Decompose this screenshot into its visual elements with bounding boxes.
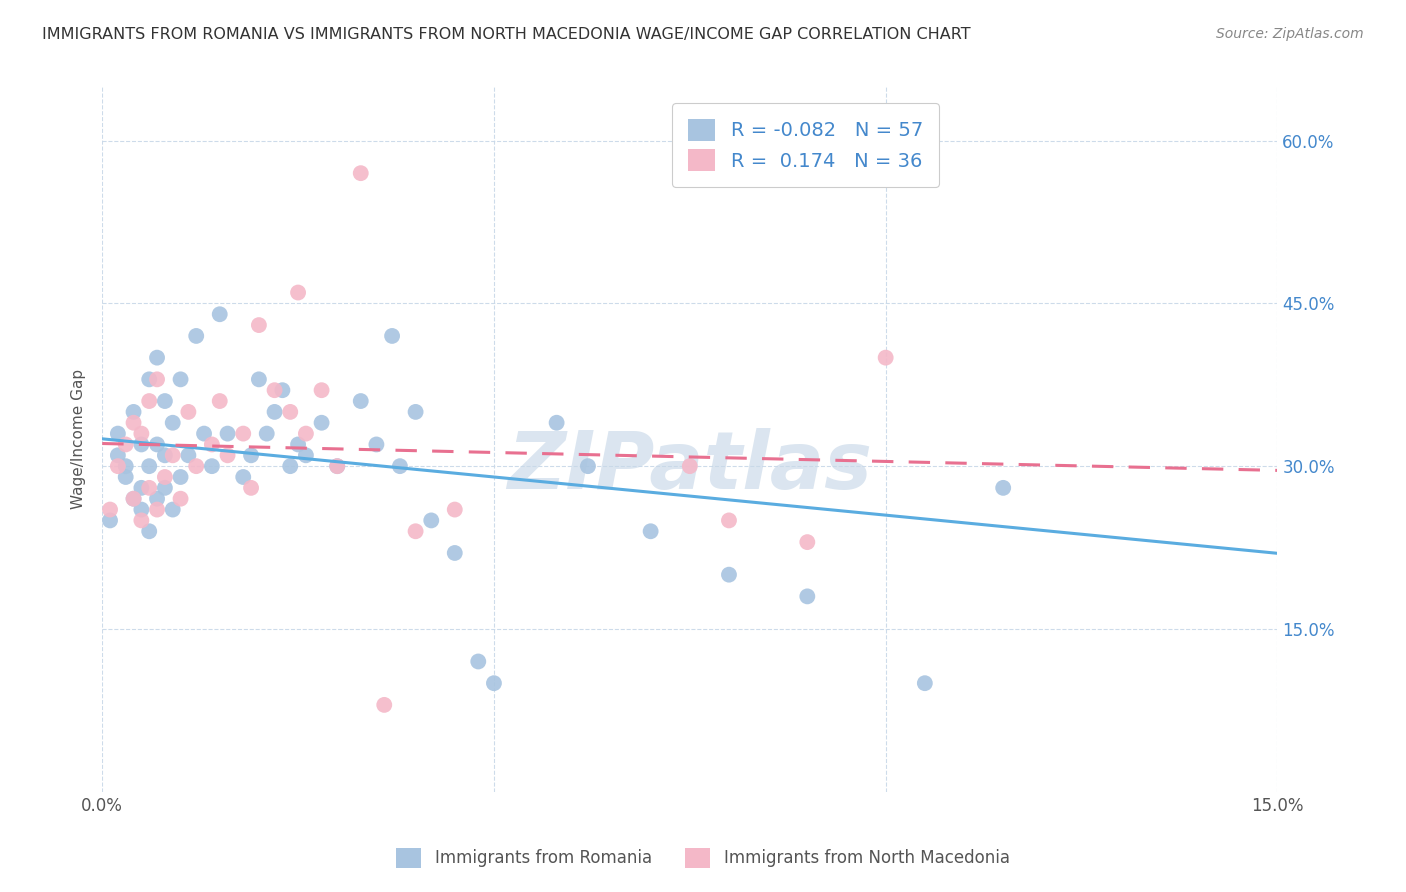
Point bbox=[107, 426, 129, 441]
Point bbox=[162, 502, 184, 516]
Point bbox=[295, 426, 318, 441]
Point bbox=[287, 285, 309, 300]
Point bbox=[153, 394, 176, 409]
Point bbox=[153, 481, 176, 495]
Point bbox=[576, 459, 599, 474]
Point bbox=[311, 416, 333, 430]
Point bbox=[366, 437, 388, 451]
Point bbox=[247, 372, 270, 386]
Point bbox=[146, 491, 169, 506]
Point bbox=[169, 491, 191, 506]
Point bbox=[146, 372, 169, 386]
Point bbox=[122, 491, 145, 506]
Point bbox=[217, 426, 239, 441]
Point bbox=[679, 459, 702, 474]
Point bbox=[405, 405, 427, 419]
Point bbox=[153, 448, 176, 462]
Point bbox=[256, 426, 278, 441]
Point bbox=[796, 590, 818, 604]
Point bbox=[131, 513, 153, 527]
Legend: R = -0.082   N = 57, R =  0.174   N = 36: R = -0.082 N = 57, R = 0.174 N = 36 bbox=[672, 103, 939, 187]
Point bbox=[443, 546, 465, 560]
Point bbox=[217, 448, 239, 462]
Point bbox=[131, 437, 153, 451]
Point bbox=[114, 459, 136, 474]
Point bbox=[796, 535, 818, 549]
Point bbox=[240, 481, 263, 495]
Point bbox=[717, 567, 740, 582]
Point bbox=[717, 513, 740, 527]
Point bbox=[232, 426, 254, 441]
Point bbox=[186, 459, 208, 474]
Point bbox=[875, 351, 897, 365]
Point bbox=[263, 405, 285, 419]
Point bbox=[350, 166, 373, 180]
Point bbox=[240, 448, 263, 462]
Point bbox=[295, 448, 318, 462]
Point bbox=[405, 524, 427, 539]
Point bbox=[546, 416, 568, 430]
Point bbox=[122, 416, 145, 430]
Point bbox=[640, 524, 662, 539]
Point bbox=[993, 481, 1015, 495]
Point bbox=[420, 513, 443, 527]
Legend: Immigrants from Romania, Immigrants from North Macedonia: Immigrants from Romania, Immigrants from… bbox=[389, 841, 1017, 875]
Point bbox=[482, 676, 505, 690]
Y-axis label: Wage/Income Gap: Wage/Income Gap bbox=[72, 369, 86, 509]
Point bbox=[122, 405, 145, 419]
Point bbox=[107, 448, 129, 462]
Point bbox=[146, 437, 169, 451]
Point bbox=[201, 437, 224, 451]
Point bbox=[138, 524, 160, 539]
Point bbox=[177, 448, 200, 462]
Point bbox=[107, 459, 129, 474]
Point bbox=[169, 372, 191, 386]
Point bbox=[131, 426, 153, 441]
Point bbox=[443, 502, 465, 516]
Point bbox=[138, 481, 160, 495]
Text: ZIPatlas: ZIPatlas bbox=[508, 428, 872, 507]
Point bbox=[193, 426, 215, 441]
Point bbox=[162, 448, 184, 462]
Point bbox=[467, 655, 489, 669]
Point bbox=[153, 470, 176, 484]
Point bbox=[131, 481, 153, 495]
Point bbox=[373, 698, 395, 712]
Point bbox=[98, 513, 121, 527]
Point bbox=[835, 166, 858, 180]
Point bbox=[247, 318, 270, 332]
Point bbox=[162, 416, 184, 430]
Point bbox=[326, 459, 349, 474]
Point bbox=[131, 502, 153, 516]
Point bbox=[114, 437, 136, 451]
Point bbox=[326, 459, 349, 474]
Point bbox=[350, 394, 373, 409]
Point bbox=[98, 502, 121, 516]
Point bbox=[138, 394, 160, 409]
Point bbox=[122, 491, 145, 506]
Point bbox=[177, 405, 200, 419]
Point bbox=[169, 470, 191, 484]
Point bbox=[208, 307, 231, 321]
Point bbox=[201, 459, 224, 474]
Point bbox=[271, 383, 294, 397]
Point bbox=[186, 329, 208, 343]
Point bbox=[208, 394, 231, 409]
Point bbox=[914, 676, 936, 690]
Point bbox=[388, 459, 411, 474]
Point bbox=[278, 405, 301, 419]
Point bbox=[263, 383, 285, 397]
Point bbox=[146, 502, 169, 516]
Point bbox=[146, 351, 169, 365]
Point bbox=[381, 329, 404, 343]
Point bbox=[138, 459, 160, 474]
Point bbox=[311, 383, 333, 397]
Point bbox=[114, 470, 136, 484]
Text: IMMIGRANTS FROM ROMANIA VS IMMIGRANTS FROM NORTH MACEDONIA WAGE/INCOME GAP CORRE: IMMIGRANTS FROM ROMANIA VS IMMIGRANTS FR… bbox=[42, 27, 970, 42]
Text: Source: ZipAtlas.com: Source: ZipAtlas.com bbox=[1216, 27, 1364, 41]
Point bbox=[232, 470, 254, 484]
Point bbox=[278, 459, 301, 474]
Point bbox=[138, 372, 160, 386]
Point bbox=[287, 437, 309, 451]
